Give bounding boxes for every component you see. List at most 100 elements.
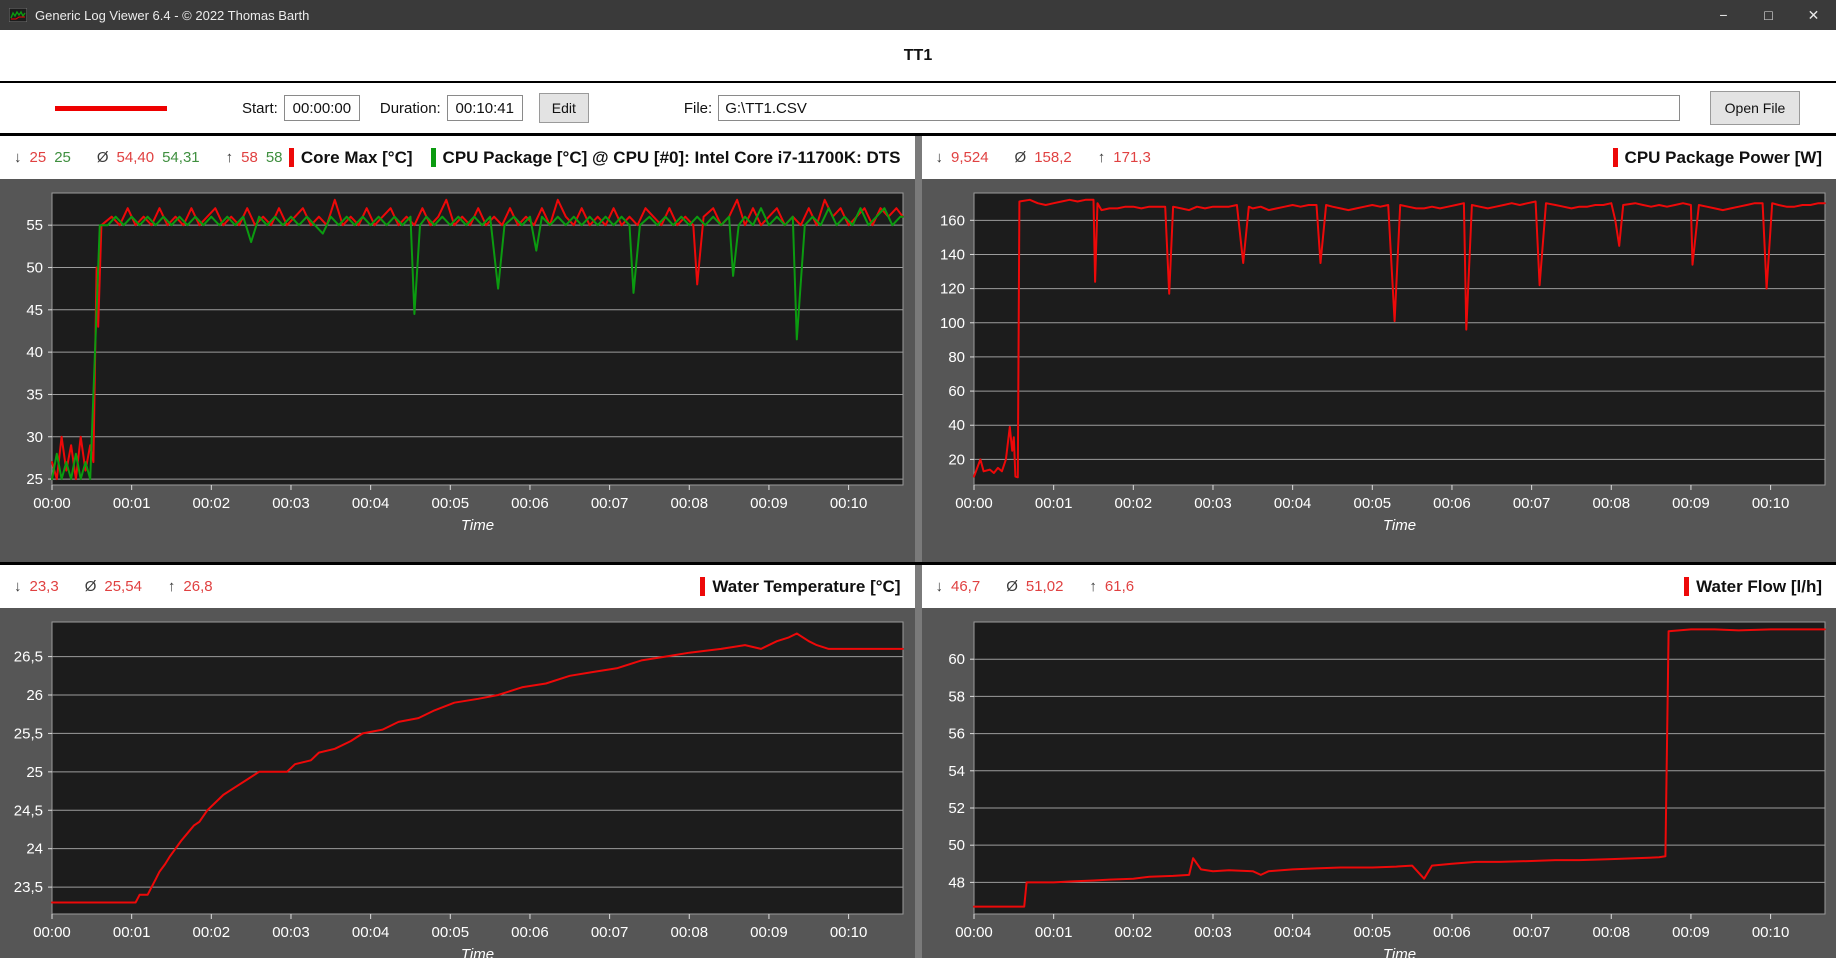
file-path-input[interactable] xyxy=(718,95,1680,121)
edit-button[interactable]: Edit xyxy=(538,93,589,123)
svg-text:00:10: 00:10 xyxy=(1751,924,1789,941)
stat-max: ↑ 58 58 xyxy=(226,149,283,166)
stat-value: 54,40 xyxy=(116,149,155,166)
svg-text:00:04: 00:04 xyxy=(352,924,390,941)
svg-text:25: 25 xyxy=(26,764,43,781)
svg-text:00:06: 00:06 xyxy=(511,495,549,512)
svg-text:00:08: 00:08 xyxy=(671,495,709,512)
legend-label: CPU Package Power [W] xyxy=(1624,147,1822,167)
svg-text:00:07: 00:07 xyxy=(1512,495,1550,512)
svg-text:00:00: 00:00 xyxy=(955,495,993,512)
svg-text:00:02: 00:02 xyxy=(193,924,231,941)
svg-text:00:09: 00:09 xyxy=(1672,924,1710,941)
chart-legend: Core Max [°C] CPU Package [°C] @ CPU [#0]… xyxy=(288,147,901,168)
svg-text:00:08: 00:08 xyxy=(1592,924,1630,941)
chart-panel-core-temp[interactable]: 25 30 35 40 45 50 55 00:00 00:01 00:02 00:03 00:04 0… xyxy=(0,179,915,562)
svg-text:26,5: 26,5 xyxy=(14,649,43,666)
legend-color-bar-icon xyxy=(430,148,436,167)
min-icon: ↓ xyxy=(935,149,944,166)
legend-item: CPU Package [°C] @ CPU [#0]: Intel Core … xyxy=(430,148,901,168)
svg-text:48: 48 xyxy=(948,874,965,891)
start-input[interactable] xyxy=(283,95,360,121)
toolbar: Start: Duration: Edit File: Open File xyxy=(0,83,1836,133)
chart-legend: CPU Package Power [W] xyxy=(1612,147,1822,168)
chart-header: ↓ 23,3 Ø 25,54 ↑ 26,8 Water Temperature [°C] xyxy=(0,565,915,608)
svg-text:23,5: 23,5 xyxy=(14,879,43,896)
svg-text:140: 140 xyxy=(939,246,964,263)
svg-text:00:06: 00:06 xyxy=(1433,924,1471,941)
svg-text:25: 25 xyxy=(26,471,43,488)
legend-color-bar-icon xyxy=(1684,577,1690,596)
legend-color-bar-icon xyxy=(288,148,294,167)
max-icon: ↑ xyxy=(167,578,176,595)
svg-text:45: 45 xyxy=(26,302,43,319)
stat-value: 26,8 xyxy=(183,578,213,595)
start-label: Start: xyxy=(242,99,278,117)
chart-legend: Water Temperature [°C] xyxy=(700,577,901,597)
svg-text:00:03: 00:03 xyxy=(1194,924,1232,941)
svg-text:20: 20 xyxy=(948,451,965,468)
svg-text:24: 24 xyxy=(26,841,43,858)
min-icon: ↓ xyxy=(935,578,944,595)
svg-text:00:03: 00:03 xyxy=(272,495,310,512)
quadrant-water-flow: ↓ 46,7 Ø 51,02 ↑ 61,6 Water Flow [l/h] 48 50 52… xyxy=(921,565,1836,958)
svg-text:00:05: 00:05 xyxy=(432,495,470,512)
svg-text:35: 35 xyxy=(26,386,43,403)
chart-stats: ↓ 25 25 Ø 54,40 54,31 ↑ 58 58 xyxy=(14,149,283,166)
svg-text:00:02: 00:02 xyxy=(1114,924,1152,941)
minimize-button[interactable]: − xyxy=(1719,7,1728,23)
stat-value: 23,3 xyxy=(29,578,59,595)
file-label: File: xyxy=(683,99,713,117)
chart-stats: ↓ 9,524 Ø 158,2 ↑ 171,3 xyxy=(936,149,1151,166)
stat-avg: Ø 51,02 xyxy=(1006,578,1063,595)
chart-legend: Water Flow [l/h] xyxy=(1684,577,1822,597)
maximize-button[interactable]: □ xyxy=(1764,7,1773,23)
svg-text:00:05: 00:05 xyxy=(1353,495,1391,512)
window-titlebar: Generic Log Viewer 6.4 - © 2022 Thomas B… xyxy=(0,0,1836,30)
window-title: Generic Log Viewer 6.4 - © 2022 Thomas B… xyxy=(35,7,310,23)
legend-label: Core Max [°C] xyxy=(300,147,413,167)
duration-label: Duration: xyxy=(379,99,441,117)
chart-row-top: ↓ 25 25 Ø 54,40 54,31 ↑ 58 58 Core Max [°C] CPU P… xyxy=(0,133,1836,562)
svg-text:00:10: 00:10 xyxy=(830,924,868,941)
stat-max: ↑ 26,8 xyxy=(168,578,213,595)
svg-text:160: 160 xyxy=(939,212,964,229)
stat-min: ↓ 9,524 xyxy=(936,149,989,166)
svg-text:00:07: 00:07 xyxy=(591,495,629,512)
svg-text:00:10: 00:10 xyxy=(830,495,868,512)
stat-value: 171,3 xyxy=(1113,149,1151,166)
svg-text:25,5: 25,5 xyxy=(14,725,43,742)
max-icon: ↑ xyxy=(1089,578,1097,595)
stat-avg: Ø 158,2 xyxy=(1015,149,1072,166)
stat-min: ↓ 23,3 xyxy=(14,578,59,595)
legend-item: CPU Package Power [W] xyxy=(1612,147,1822,168)
stat-avg: Ø 54,40 54,31 xyxy=(97,149,200,166)
average-icon: Ø xyxy=(1006,578,1018,595)
svg-text:00:01: 00:01 xyxy=(113,924,151,941)
svg-text:100: 100 xyxy=(939,315,964,332)
open-file-button[interactable]: Open File xyxy=(1710,91,1800,125)
close-button[interactable]: ✕ xyxy=(1807,6,1820,23)
svg-text:00:01: 00:01 xyxy=(1034,495,1072,512)
svg-text:56: 56 xyxy=(948,726,965,743)
legend-item: Core Max [°C] xyxy=(288,147,413,168)
svg-text:00:02: 00:02 xyxy=(1114,495,1152,512)
svg-text:00:05: 00:05 xyxy=(432,924,470,941)
chart-panel-water-temp[interactable]: 23,5 24 24,5 25 25,5 26 26,5 00:00 00:01 00:02 00:… xyxy=(0,608,915,958)
max-icon: ↑ xyxy=(1097,149,1106,166)
svg-text:00:07: 00:07 xyxy=(591,924,629,941)
legend-item: Water Temperature [°C] xyxy=(700,577,901,597)
duration-input[interactable] xyxy=(446,95,523,121)
average-icon: Ø xyxy=(84,578,97,595)
chart-panel-water-flow[interactable]: 48 50 52 54 56 58 60 00:00 00:01 00:02 00:03 00:04 0… xyxy=(922,608,1836,958)
svg-text:40: 40 xyxy=(26,344,43,361)
svg-text:Time: Time xyxy=(461,946,494,958)
stat-value: 25 xyxy=(54,149,71,166)
chart-panel-cpu-power[interactable]: 20 40 60 80 100 120 140 160 00:00 00:01 00:02 00:03… xyxy=(922,179,1836,562)
svg-text:00:00: 00:00 xyxy=(955,924,993,941)
quadrant-water-temp: ↓ 23,3 Ø 25,54 ↑ 26,8 Water Temperature [°C] … xyxy=(0,565,915,958)
svg-text:00:06: 00:06 xyxy=(511,924,549,941)
svg-text:54: 54 xyxy=(948,763,965,780)
svg-text:00:07: 00:07 xyxy=(1512,924,1550,941)
svg-text:00:05: 00:05 xyxy=(1353,924,1391,941)
